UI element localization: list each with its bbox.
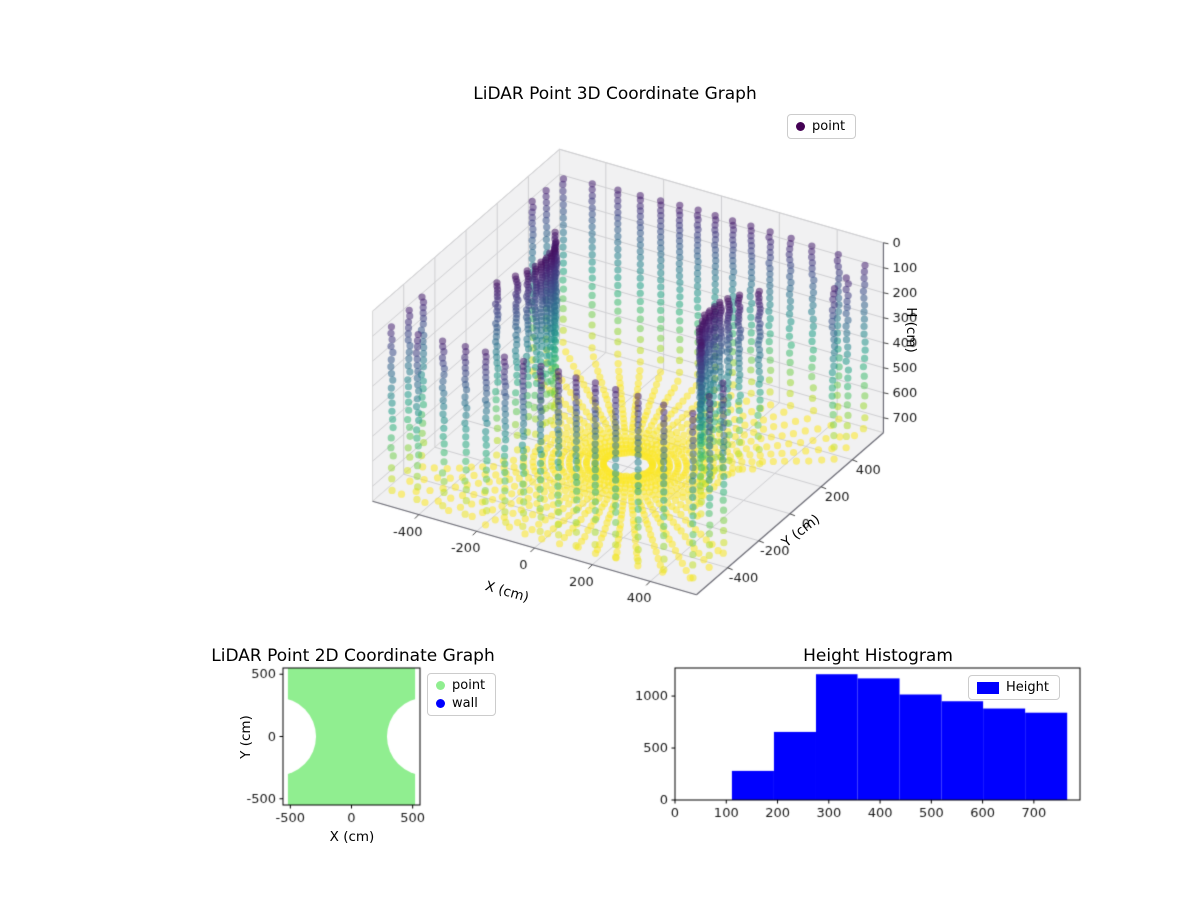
legend-item-height: Height bbox=[977, 680, 1049, 695]
plot2d-title: LiDAR Point 2D Coordinate Graph bbox=[211, 646, 495, 666]
plot3d-title: LiDAR Point 3D Coordinate Graph bbox=[473, 84, 757, 104]
plot3d-zlabel: H (cm) bbox=[903, 307, 919, 353]
point-marker-icon bbox=[436, 681, 445, 690]
legend-label-point: point bbox=[812, 119, 846, 134]
legend-label-height: Height bbox=[1006, 680, 1049, 695]
plot2d-legend: point wall bbox=[427, 673, 497, 716]
hist-title: Height Histogram bbox=[803, 646, 953, 666]
legend-label-wall: wall bbox=[452, 696, 478, 711]
legend-item-wall: wall bbox=[436, 696, 485, 711]
legend-item-point: point bbox=[436, 678, 485, 693]
hist-legend: Height bbox=[968, 675, 1060, 700]
height-swatch-icon bbox=[977, 681, 999, 694]
legend-item-point: point bbox=[796, 119, 845, 134]
wall-marker-icon bbox=[436, 699, 445, 708]
point-marker-icon bbox=[796, 122, 805, 131]
plot3d-legend: point bbox=[787, 114, 857, 139]
plot2d-ylabel: Y (cm) bbox=[238, 715, 254, 759]
legend-label-point: point bbox=[452, 678, 486, 693]
plot2d-xlabel: X (cm) bbox=[329, 829, 375, 845]
